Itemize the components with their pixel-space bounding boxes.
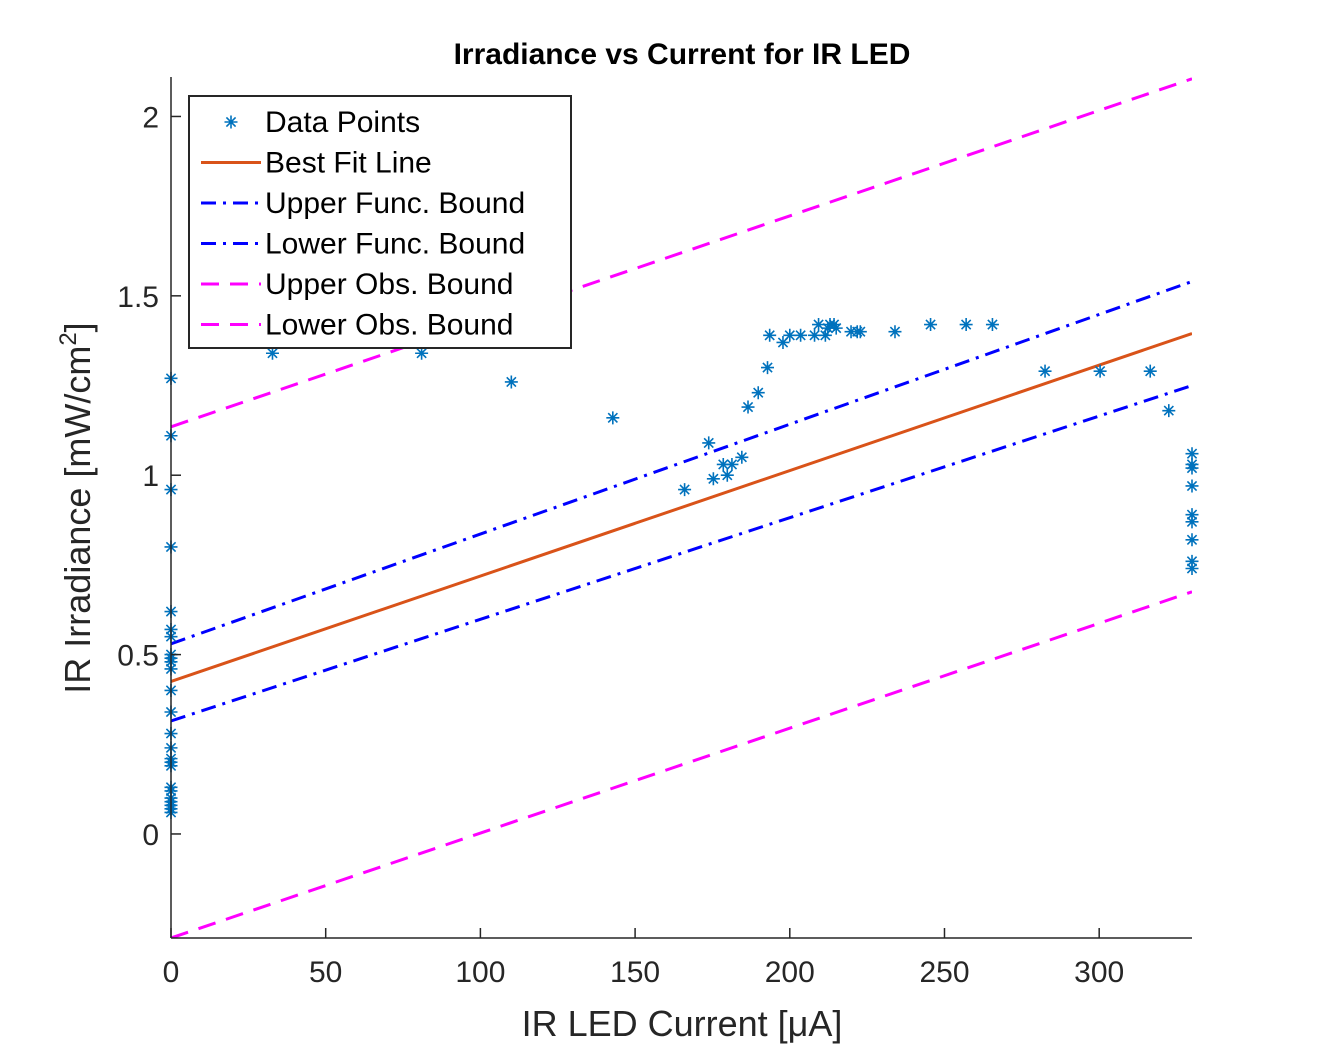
series-line-2 (171, 280, 1192, 646)
data-point (829, 321, 843, 335)
y-tick-label: 2 (142, 101, 159, 134)
data-point (706, 472, 720, 486)
legend-label: Lower Obs. Bound (265, 309, 513, 342)
data-point (818, 328, 832, 342)
legend-label: Data Points (265, 106, 420, 139)
x-tick-label: 300 (1074, 956, 1124, 989)
data-point (761, 361, 775, 375)
data-point (794, 328, 808, 342)
y-axis-title: IR Irradiance [mW/cm2] (55, 322, 98, 693)
legend-entry: Best Fit Line (201, 147, 432, 180)
data-point (853, 325, 867, 339)
legend-entry: Upper Obs. Bound (201, 268, 513, 301)
data-point (808, 328, 822, 342)
x-axis-title: IR LED Current [μA] (522, 1003, 843, 1044)
y-axis-title-superscript: 2 (55, 332, 82, 345)
data-point (606, 411, 620, 425)
data-point (1038, 364, 1052, 378)
data-point (959, 318, 973, 332)
x-tick-label: 250 (919, 956, 969, 989)
data-point (1143, 364, 1157, 378)
x-tick-label: 100 (455, 956, 505, 989)
data-point (702, 436, 716, 450)
legend-label: Upper Func. Bound (265, 187, 525, 220)
data-point (1185, 508, 1199, 522)
series-line-4 (171, 77, 1192, 429)
plot-series-group (171, 77, 1192, 938)
legend-box (188, 95, 572, 349)
data-point (821, 321, 835, 335)
legend-entry: Lower Obs. Bound (201, 309, 513, 342)
data-point (985, 318, 999, 332)
x-tick-label: 0 (163, 956, 180, 989)
chart-title: Irradiance vs Current for IR LED (454, 38, 911, 71)
legend-entry: Lower Func. Bound (201, 228, 525, 261)
data-point (716, 457, 730, 471)
series-line-1 (171, 332, 1192, 683)
y-tick-label: 0 (142, 819, 159, 852)
data-point (924, 318, 938, 332)
legend-label: Best Fit Line (265, 147, 432, 180)
data-point (504, 375, 518, 389)
x-tick-label: 150 (610, 956, 660, 989)
data-point (1185, 461, 1199, 475)
series-line-5 (171, 590, 1192, 938)
data-point (1185, 447, 1199, 461)
x-tick-label: 200 (765, 956, 815, 989)
legend: Data Points Best Fit Line Upper Func. Boun… (188, 95, 572, 349)
data-point (265, 346, 279, 360)
data-point (1185, 533, 1199, 547)
data-point (1185, 515, 1199, 529)
data-point (741, 400, 755, 414)
data-point (776, 335, 790, 349)
legend-entry: Upper Func. Bound (201, 187, 525, 220)
data-point (783, 328, 797, 342)
data-point (735, 450, 749, 464)
data-point (720, 468, 734, 482)
data-point (1093, 364, 1107, 378)
data-point (763, 328, 777, 342)
ticks: 0 50 100 150 200 250 300 0 0.5 1 1.5 2 (117, 101, 1124, 989)
y-axis-title-main: IR Irradiance [mW/cm (57, 346, 98, 694)
data-point (415, 346, 429, 360)
data-point (812, 318, 826, 332)
data-point (827, 318, 841, 332)
legend-label: Lower Func. Bound (265, 228, 525, 261)
data-point (1185, 561, 1199, 575)
legend-marker (224, 115, 238, 129)
x-tick-label: 50 (309, 956, 342, 989)
y-tick-label: 0.5 (117, 640, 159, 673)
y-tick-label: 1 (142, 460, 159, 493)
data-point (751, 386, 765, 400)
data-point (1162, 404, 1176, 418)
data-point (1185, 554, 1199, 568)
data-point (1185, 479, 1199, 493)
series-line-3 (171, 384, 1192, 723)
data-point (678, 483, 692, 497)
data-point (888, 325, 902, 339)
axes (170, 77, 1192, 939)
legend-entry: Data Points (224, 106, 420, 139)
legend-label: Upper Obs. Bound (265, 268, 513, 301)
data-point (725, 457, 739, 471)
y-axis-title-close: ] (57, 322, 98, 332)
y-tick-label: 1.5 (117, 281, 159, 314)
